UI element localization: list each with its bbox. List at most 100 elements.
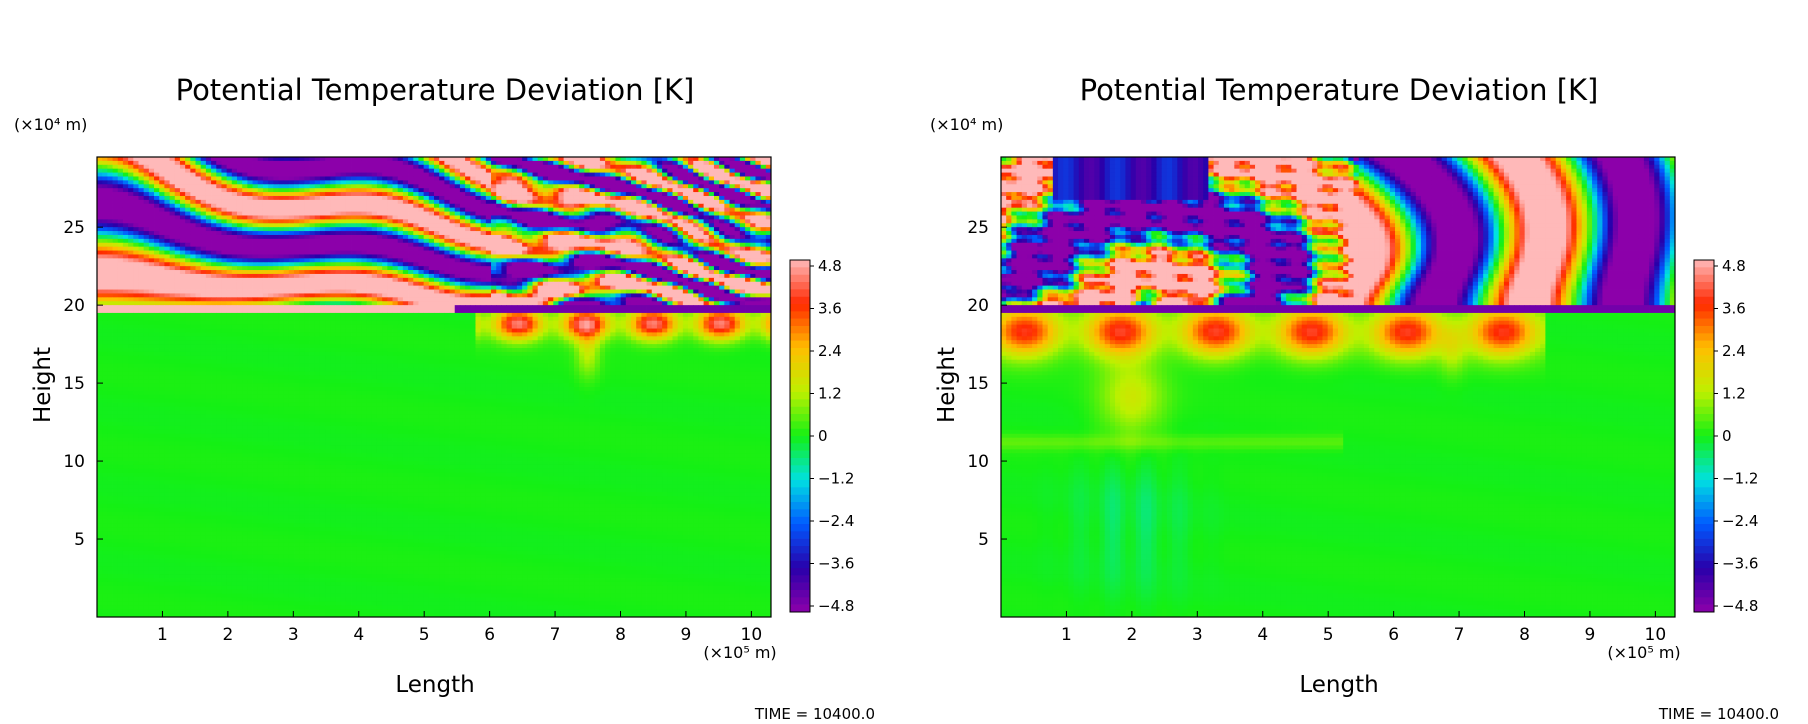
heatmap-cell	[335, 195, 342, 201]
heatmap-cell	[128, 246, 134, 251]
heatmap-cell	[739, 281, 746, 287]
heatmap-cell	[760, 262, 767, 267]
heatmap-cell	[185, 188, 191, 193]
heatmap-cell	[418, 301, 425, 306]
heatmap-cell	[319, 223, 326, 228]
heatmap-cell	[211, 168, 217, 173]
heatmap-cell	[651, 297, 658, 302]
heatmap-cell	[765, 277, 772, 283]
heatmap-cell	[682, 281, 689, 287]
heatmap-cell	[356, 176, 362, 181]
heatmap-cell	[553, 281, 559, 287]
heatmap-cell	[631, 211, 637, 216]
heatmap-cell	[610, 227, 616, 232]
heatmap-cell	[283, 277, 290, 283]
heatmap-cell	[164, 305, 170, 310]
heatmap-cell	[491, 215, 497, 220]
heatmap-cell	[247, 160, 253, 166]
heatmap-cell	[605, 227, 611, 232]
heatmap-cell	[527, 199, 533, 205]
heatmap-cell	[304, 289, 310, 294]
heatmap-cell	[382, 207, 388, 212]
heatmap-cell	[299, 242, 305, 248]
heatmap-cell	[636, 234, 642, 240]
heatmap-cell	[672, 192, 679, 197]
heatmap-cell	[159, 223, 165, 228]
heatmap-cell	[444, 199, 450, 205]
heatmap-cell	[205, 254, 212, 259]
heatmap-cell	[734, 273, 741, 279]
heatmap-cell	[304, 301, 310, 306]
heatmap-cell	[252, 195, 259, 201]
heatmap-cell	[537, 160, 544, 166]
heatmap-cell	[610, 195, 616, 201]
heatmap-cell	[491, 281, 497, 287]
heatmap-cell	[745, 301, 751, 306]
heatmap-cell	[532, 172, 539, 177]
heatmap-cell	[698, 289, 704, 294]
heatmap-cell	[563, 293, 570, 298]
heatmap-cell	[200, 262, 207, 267]
heatmap-cell	[755, 254, 762, 259]
heatmap-cell	[651, 184, 658, 189]
heatmap-cell	[361, 207, 367, 212]
heatmap-cell	[641, 258, 647, 263]
heatmap-cell	[496, 277, 502, 283]
heatmap-cell	[765, 246, 772, 251]
heatmap-cell	[688, 242, 694, 248]
heatmap-cell	[195, 215, 202, 220]
heatmap-cell	[698, 172, 704, 177]
heatmap-cell	[366, 293, 373, 298]
heatmap-cell	[516, 195, 523, 201]
heatmap-cell	[573, 270, 580, 275]
heatmap-cell	[252, 176, 259, 181]
heatmap-cell	[169, 203, 176, 209]
heatmap-cell	[620, 215, 627, 220]
heatmap-cell	[345, 231, 352, 236]
heatmap-cell	[646, 246, 653, 251]
heatmap-cell	[527, 211, 533, 216]
heatmap-cell	[594, 273, 601, 279]
heatmap-cell	[205, 160, 212, 166]
heatmap-cell	[563, 273, 570, 279]
heatmap-cell	[138, 211, 145, 216]
heatmap-cell	[376, 266, 383, 271]
heatmap-cell	[625, 258, 632, 263]
heatmap-cell	[449, 184, 456, 189]
heatmap-cell	[745, 168, 751, 173]
heatmap-cell	[268, 180, 274, 185]
heatmap-cell	[568, 207, 575, 212]
heatmap-cell	[480, 207, 487, 212]
heatmap-cell	[382, 215, 388, 220]
y-unit-label: (×10⁴ m)	[14, 115, 87, 134]
heatmap-cell	[444, 160, 450, 166]
heatmap-cell	[392, 160, 399, 166]
heatmap-cell	[164, 223, 170, 228]
heatmap-cell	[537, 219, 544, 224]
heatmap-cell	[579, 160, 585, 166]
heatmap-cell	[242, 223, 248, 228]
heatmap-cell	[169, 215, 176, 220]
heatmap-cell	[159, 242, 165, 248]
heatmap-cell	[154, 172, 160, 177]
heatmap-cell	[755, 250, 762, 255]
heatmap-cell	[434, 231, 440, 236]
heatmap-cell	[262, 285, 269, 290]
heatmap-cell	[283, 223, 290, 228]
heatmap-cell	[174, 305, 181, 310]
heatmap-cell	[216, 250, 222, 255]
heatmap-cell	[496, 168, 502, 173]
heatmap-cell	[760, 231, 767, 236]
heatmap-cell	[413, 199, 419, 205]
heatmap-cell	[226, 238, 233, 244]
heatmap-cell	[169, 160, 176, 166]
heatmap-cell	[449, 188, 456, 193]
heatmap-cell	[148, 238, 155, 244]
heatmap-cell	[231, 273, 238, 279]
heatmap-cell	[273, 195, 279, 201]
heatmap-cell	[371, 164, 378, 170]
heatmap-cell	[122, 231, 129, 236]
heatmap-cell	[439, 242, 445, 248]
heatmap-cell	[656, 157, 663, 162]
heatmap-cell	[221, 281, 228, 287]
